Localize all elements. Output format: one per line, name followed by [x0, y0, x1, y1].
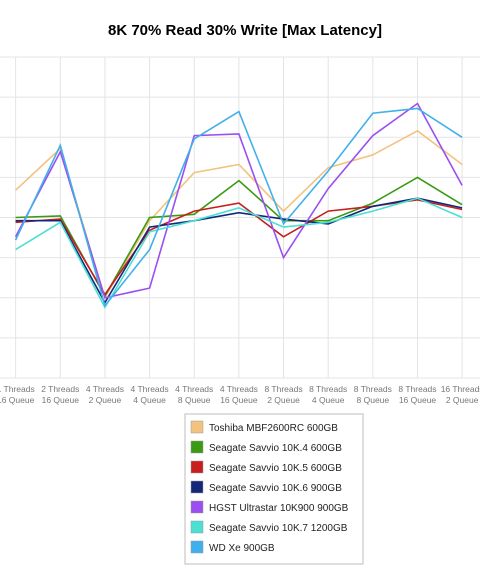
x-tick-label: 8 Threads 4 Queue [309, 384, 347, 405]
legend-label: Seagate Savvio 10K.5 600GB [209, 463, 342, 474]
legend-swatch [190, 540, 204, 554]
x-tick-label: 4 Threads 2 Queue [86, 384, 124, 405]
x-tick-label: 8 Threads 2 Queue [264, 384, 302, 405]
series-line [14, 107, 463, 308]
legend-swatch [190, 460, 204, 474]
legend-box [184, 413, 364, 565]
legend-swatch [190, 420, 204, 434]
legend-label: WD Xe 900GB [209, 543, 275, 554]
series-line [15, 197, 463, 310]
series-line [14, 102, 463, 299]
legend-label: Toshiba MBF2600RC 600GB [209, 423, 338, 434]
x-tick-label: 2 Threads 16 Queue [41, 384, 79, 405]
series-lines [14, 102, 463, 310]
series-line [15, 197, 463, 305]
legend-swatch [190, 500, 204, 514]
x-tick-label: 16 Threads 2 Queue [441, 384, 480, 405]
chart-title: 8K 70% Read 30% Write [Max Latency] [108, 22, 382, 39]
legend-swatch [190, 440, 204, 454]
x-tick-label: 8 Threads 8 Queue [354, 384, 392, 405]
legend-label: Seagate Savvio 10K.7 1200GB [209, 523, 348, 534]
plot-grid [0, 56, 480, 379]
legend: Toshiba MBF2600RC 600GB Seagate Savvio 10… [184, 413, 364, 565]
x-tick-label: 4 Threads 4 Queue [131, 384, 169, 405]
legend-swatch [190, 480, 204, 494]
legend-swatch [190, 520, 204, 534]
x-tick-label: 4 Threads 8 Queue [175, 384, 213, 405]
legend-label: Seagate Savvio 10K.4 600GB [209, 443, 342, 454]
x-axis-tick-labels: 1 Threads 16 Queue 2 Threads 16 Queue 4 Thre… [0, 384, 480, 405]
legend-label: Seagate Savvio 10K.6 900GB [209, 483, 342, 494]
x-tick-label: 4 Threads 16 Queue [220, 384, 258, 405]
x-tick-label: 8 Threads 16 Queue [398, 384, 436, 405]
x-tick-label: 1 Threads 16 Queue [0, 384, 35, 405]
legend-label: HGST Ultrastar 10K900 900GB [209, 503, 349, 514]
